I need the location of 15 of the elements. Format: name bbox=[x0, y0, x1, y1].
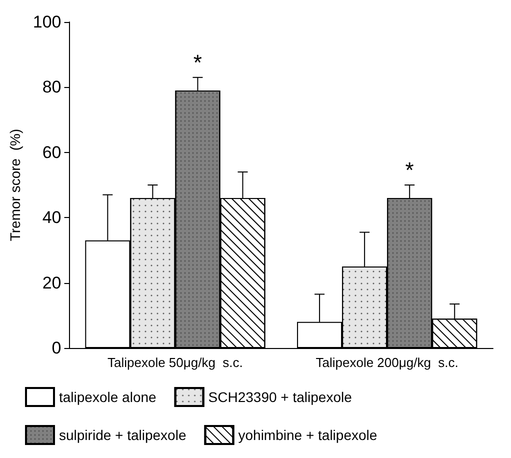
legend-label: SCH23390 + talipexole bbox=[208, 389, 352, 405]
y-tick-label: 80 bbox=[42, 78, 62, 97]
y-tick-label: 60 bbox=[42, 142, 62, 162]
y-tick-label: 0 bbox=[52, 338, 62, 358]
legend-label: yohimbine + talipexole bbox=[238, 427, 378, 443]
legend-label: sulpiride + talipexole bbox=[59, 427, 186, 443]
y-tick-label: 20 bbox=[42, 273, 62, 292]
y-tick-label: 40 bbox=[42, 208, 62, 228]
y-axis-title: Tremor score (%) bbox=[7, 128, 23, 242]
legend-label: talipexole alone bbox=[59, 389, 157, 405]
x-tick-label: Talipexole 200μg/kg s.c. bbox=[316, 355, 458, 370]
y-tick-label: 100 bbox=[32, 12, 62, 32]
annotation: * bbox=[405, 158, 414, 182]
x-tick-label: Talipexole 50μg/kg s.c. bbox=[107, 355, 243, 370]
annotation: * bbox=[193, 50, 202, 75]
